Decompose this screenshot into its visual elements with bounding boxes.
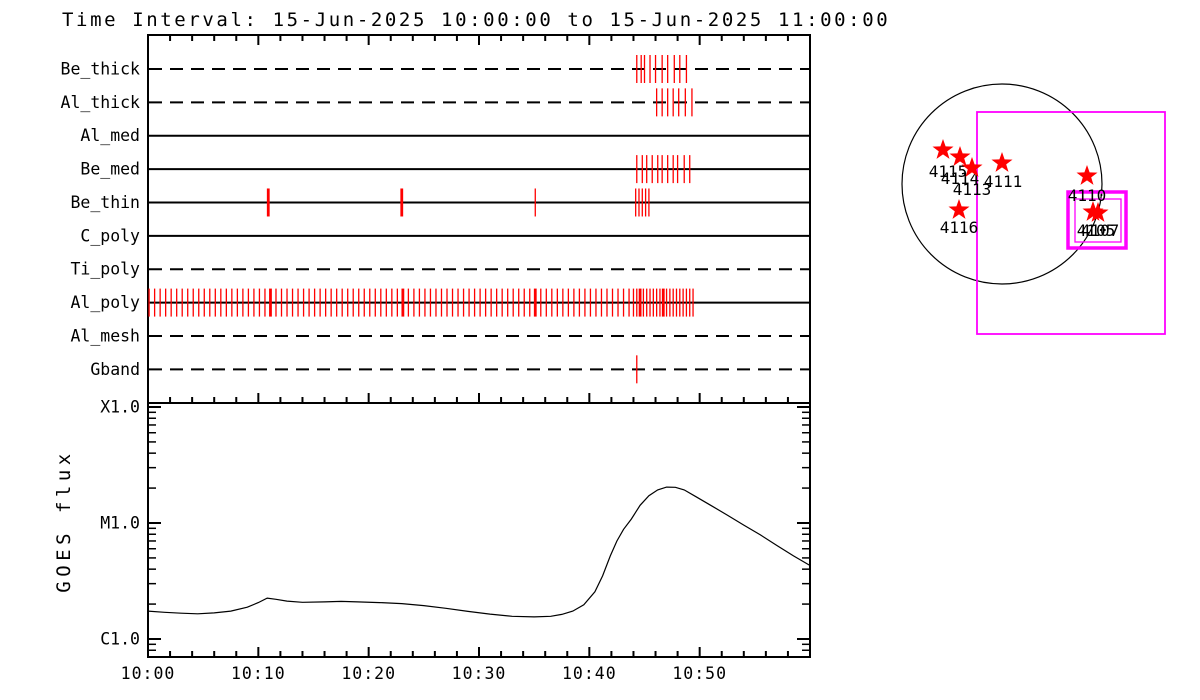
row-label-C_poly: C_poly bbox=[80, 226, 140, 245]
star-label-4110: 4110 bbox=[1068, 186, 1107, 205]
star-4107 bbox=[1087, 202, 1109, 222]
fov-rect-small-inner bbox=[1074, 198, 1122, 243]
goes-y-label-M1.0: M1.0 bbox=[100, 514, 140, 533]
star-4111 bbox=[991, 152, 1013, 172]
star-4114 bbox=[949, 146, 971, 166]
row-label-Al_mesh: Al_mesh bbox=[70, 326, 140, 345]
row-label-Gband: Gband bbox=[90, 360, 140, 379]
row-label-Al_med: Al_med bbox=[80, 126, 140, 145]
star-4113 bbox=[961, 157, 983, 177]
star-label-4113: 4113 bbox=[953, 180, 992, 199]
goes-y-label-C1.0: C1.0 bbox=[100, 630, 140, 649]
star-label-4116: 4116 bbox=[940, 218, 979, 237]
row-label-Be_med: Be_med bbox=[80, 160, 140, 179]
goes-x-label-10:00: 10:00 bbox=[121, 664, 176, 683]
star-label-4107: 4107 bbox=[1081, 221, 1120, 240]
goes-x-label-10:10: 10:10 bbox=[231, 664, 286, 683]
row-label-Be_thin: Be_thin bbox=[70, 193, 140, 212]
goes-x-label-10:20: 10:20 bbox=[341, 664, 396, 683]
star-4116 bbox=[948, 199, 970, 219]
row-label-Be_thick: Be_thick bbox=[61, 60, 141, 79]
solar-limb-circle bbox=[901, 83, 1103, 285]
star-4110 bbox=[1076, 165, 1098, 185]
row-label-Al_thick: Al_thick bbox=[61, 93, 141, 112]
goes-x-label-10:30: 10:30 bbox=[452, 664, 507, 683]
row-label-Ti_poly: Ti_poly bbox=[70, 260, 140, 279]
star-label-4115: 4115 bbox=[929, 162, 968, 181]
generated-plot: Be_thick Al_thick Al_med Be_med Be_thin C_pol… bbox=[53, 34, 1166, 683]
row-label-Al_poly: Al_poly bbox=[70, 293, 140, 312]
goes-flux-curve bbox=[147, 486, 811, 618]
goes-x-label-10:50: 10:50 bbox=[672, 664, 727, 683]
goes-ylabel: GOES flux bbox=[53, 449, 75, 592]
star-label-4111: 4111 bbox=[984, 172, 1023, 191]
plot-title: Time Interval: 15-Jun-2025 10:00:00 to 1… bbox=[62, 9, 890, 31]
star-4115 bbox=[932, 139, 954, 159]
fov-rect-large bbox=[976, 111, 1166, 335]
star-label-4105: 4105 bbox=[1077, 221, 1116, 240]
goes-y-label-X1.0: X1.0 bbox=[100, 398, 140, 417]
fov-rect-small-outer bbox=[1066, 190, 1128, 250]
goes-x-label-10:40: 10:40 bbox=[562, 664, 617, 683]
